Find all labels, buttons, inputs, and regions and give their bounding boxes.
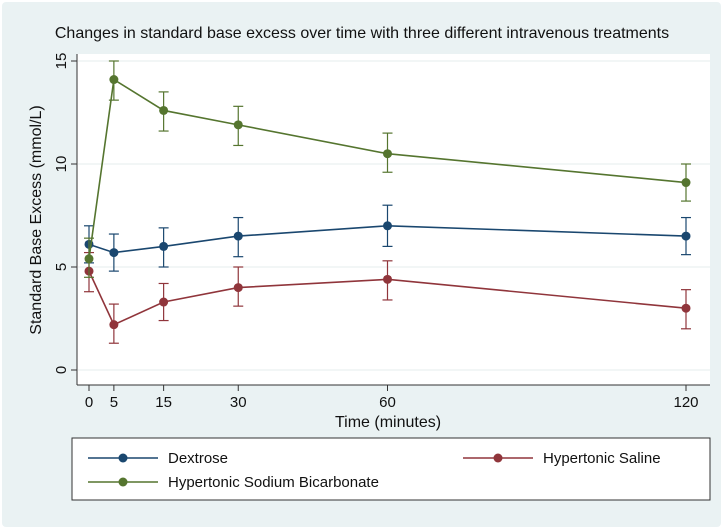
legend-marker [493, 453, 503, 463]
x-tick-label: 30 [230, 394, 247, 411]
x-tick-label: 60 [379, 394, 396, 411]
legend-marker [118, 477, 128, 487]
legend [71, 437, 711, 501]
gridlines [78, 60, 710, 371]
data-point [109, 248, 119, 258]
data-point [681, 303, 691, 313]
data-point [159, 241, 169, 251]
y-tick-label: 10 [53, 156, 70, 173]
data-point [109, 320, 119, 330]
series-line [88, 270, 687, 326]
data-point [681, 178, 691, 188]
data-point [84, 254, 94, 264]
legend-label: Hypertonic Saline [543, 450, 661, 467]
legend-item: Hypertonic Saline [463, 450, 661, 467]
series-hypertonic-sodium-bicarbonate [84, 60, 691, 278]
x-axis-title: Time (minutes) [335, 414, 441, 431]
data-point [159, 105, 169, 115]
x-tick-label: 15 [155, 394, 172, 411]
data-point [383, 221, 392, 231]
legend-items: Dextrose Hypertonic Saline Hypertonic Sodi… [88, 450, 661, 491]
data-point [383, 274, 392, 284]
x-tick-label: 0 [85, 394, 93, 411]
legend-item: Dextrose [88, 450, 228, 467]
y-axis-title: Standard Base Excess (mmol/L) [28, 105, 45, 334]
data-point [233, 283, 243, 293]
legend-label: Hypertonic Sodium Bicarbonate [168, 474, 379, 491]
series-layer [84, 60, 691, 344]
x-tick-label: 120 [673, 394, 698, 411]
chart-title: Changes in standard base excess over tim… [55, 25, 669, 42]
y-tick-label: 15 [53, 53, 70, 70]
data-point [159, 297, 169, 307]
y-tick-label: 0 [53, 366, 70, 374]
series-hypertonic-saline [84, 251, 691, 344]
x-tick-label: 5 [110, 394, 118, 411]
series-line [88, 78, 687, 259]
y-tick-label: 5 [53, 263, 70, 271]
data-point [233, 120, 243, 130]
data-point [681, 231, 691, 241]
data-point [233, 231, 243, 241]
plot-area [77, 54, 710, 385]
x-axis-ticks: 0 5 15 30 60 120 [85, 385, 699, 411]
y-axis-ticks: 0 5 10 15 [53, 53, 77, 374]
data-point [383, 149, 392, 159]
axes [76, 54, 710, 386]
legend-label: Dextrose [168, 450, 228, 467]
legend-marker [118, 453, 128, 463]
legend-item: Hypertonic Sodium Bicarbonate [88, 474, 379, 491]
data-point [109, 75, 119, 85]
